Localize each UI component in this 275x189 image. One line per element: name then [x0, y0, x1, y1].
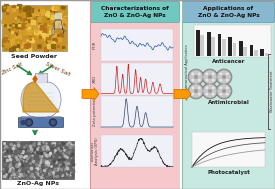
Text: XRD: XRD	[93, 75, 97, 83]
Circle shape	[209, 76, 211, 78]
Bar	[101, 63, 173, 95]
Polygon shape	[23, 82, 59, 112]
Polygon shape	[33, 76, 37, 82]
Text: Antimicrobial: Antimicrobial	[208, 100, 249, 105]
Circle shape	[202, 69, 218, 85]
Bar	[2, 141, 74, 179]
Circle shape	[211, 86, 215, 90]
Bar	[90, 0, 180, 189]
FancyArrow shape	[82, 88, 99, 101]
Bar	[101, 29, 173, 61]
Polygon shape	[53, 30, 63, 32]
Bar	[2, 5, 67, 51]
Circle shape	[219, 86, 223, 90]
Circle shape	[211, 72, 215, 76]
Circle shape	[191, 92, 195, 96]
Text: Anticancer: Anticancer	[212, 59, 245, 64]
Circle shape	[226, 78, 229, 82]
Bar	[101, 96, 173, 128]
Circle shape	[211, 92, 215, 96]
Circle shape	[27, 121, 31, 125]
Circle shape	[202, 83, 218, 99]
Polygon shape	[52, 20, 64, 35]
Circle shape	[217, 70, 231, 84]
Circle shape	[226, 92, 229, 96]
Polygon shape	[35, 73, 47, 82]
Bar	[192, 132, 265, 167]
Circle shape	[197, 92, 201, 96]
Text: Zinc Salt: Zinc Salt	[1, 62, 24, 76]
Circle shape	[211, 78, 215, 82]
Circle shape	[188, 69, 204, 85]
Bar	[243, 46, 247, 56]
Circle shape	[191, 86, 195, 90]
Circle shape	[226, 86, 229, 90]
Text: Seed Powder: Seed Powder	[11, 54, 57, 59]
Circle shape	[223, 76, 225, 78]
Bar	[207, 32, 211, 56]
Text: Characterizations of
ZnO & ZnO-Ag NPs: Characterizations of ZnO & ZnO-Ag NPs	[101, 6, 169, 18]
Text: Applications of
ZnO & ZnO-Ag NPs: Applications of ZnO & ZnO-Ag NPs	[198, 6, 259, 18]
Text: Zeta potential: Zeta potential	[93, 98, 97, 126]
Polygon shape	[55, 13, 61, 20]
Circle shape	[197, 72, 201, 76]
Circle shape	[51, 121, 55, 125]
Circle shape	[203, 84, 217, 98]
Bar	[228, 37, 232, 56]
Circle shape	[26, 119, 32, 126]
Circle shape	[21, 121, 25, 125]
FancyArrow shape	[174, 88, 191, 101]
FancyBboxPatch shape	[18, 118, 64, 128]
Text: ZnO-Ag NPs: ZnO-Ag NPs	[17, 181, 59, 186]
Circle shape	[203, 70, 217, 84]
Bar	[218, 34, 221, 56]
Circle shape	[189, 70, 203, 84]
Circle shape	[219, 78, 223, 82]
Circle shape	[205, 92, 209, 96]
Text: Pharmaceutical Application: Pharmaceutical Application	[185, 44, 189, 94]
Circle shape	[217, 84, 231, 98]
Circle shape	[219, 92, 223, 96]
Bar	[211, 36, 215, 56]
Bar	[194, 25, 271, 57]
Circle shape	[205, 86, 209, 90]
Bar	[265, 53, 268, 56]
FancyBboxPatch shape	[90, 2, 180, 22]
Bar	[239, 41, 243, 56]
Bar	[101, 135, 173, 167]
Circle shape	[191, 72, 195, 76]
Bar	[182, 0, 275, 189]
Bar	[232, 43, 236, 56]
Polygon shape	[21, 82, 61, 117]
Text: Silver Salt: Silver Salt	[45, 61, 71, 77]
Circle shape	[223, 90, 225, 92]
Text: Elemental
Analysis (XPS): Elemental Analysis (XPS)	[91, 137, 99, 165]
Circle shape	[205, 72, 209, 76]
FancyBboxPatch shape	[183, 2, 274, 22]
Circle shape	[195, 90, 197, 92]
Circle shape	[197, 78, 201, 82]
Circle shape	[226, 72, 229, 76]
Bar	[254, 50, 258, 56]
Circle shape	[209, 90, 211, 92]
Circle shape	[205, 78, 209, 82]
Bar	[222, 39, 226, 56]
Text: Photocatalyst: Photocatalyst	[207, 170, 250, 175]
Circle shape	[188, 83, 204, 99]
Circle shape	[219, 72, 223, 76]
Bar	[250, 45, 254, 56]
Bar	[200, 35, 204, 56]
Bar	[260, 49, 264, 56]
Circle shape	[189, 84, 203, 98]
Text: FTIR: FTIR	[93, 41, 97, 49]
Circle shape	[191, 78, 195, 82]
Circle shape	[197, 86, 201, 90]
Text: Wastewater Treatment: Wastewater Treatment	[270, 70, 274, 112]
Circle shape	[195, 76, 197, 78]
Circle shape	[216, 69, 232, 85]
Circle shape	[50, 119, 56, 126]
Circle shape	[216, 83, 232, 99]
Bar	[196, 30, 200, 56]
